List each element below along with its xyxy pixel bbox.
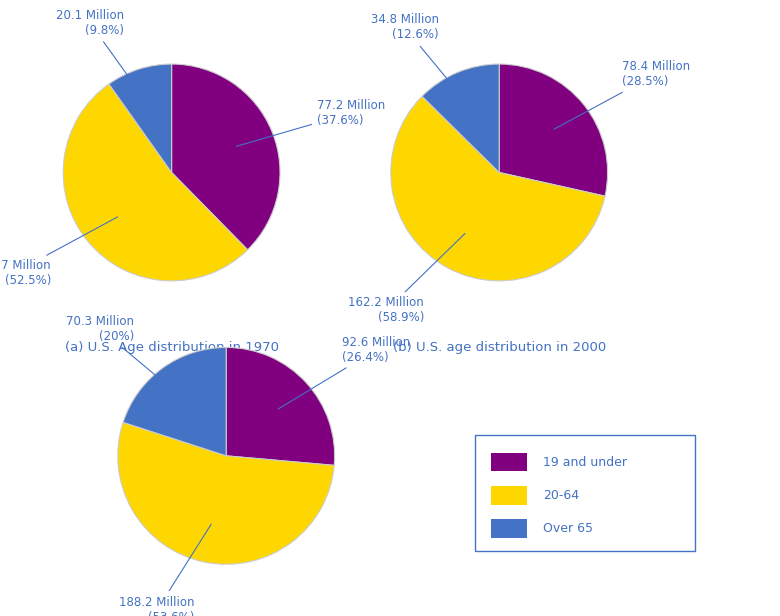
Wedge shape bbox=[118, 423, 334, 564]
Bar bbox=[491, 486, 526, 505]
Wedge shape bbox=[226, 347, 335, 465]
Wedge shape bbox=[422, 64, 499, 172]
Wedge shape bbox=[172, 64, 280, 250]
Text: 188.2 Million
(53.6%): 188.2 Million (53.6%) bbox=[119, 524, 211, 616]
Text: 92.6 Million
(26.4%): 92.6 Million (26.4%) bbox=[278, 336, 410, 409]
Text: 162.2 Million
(58.9%): 162.2 Million (58.9%) bbox=[348, 233, 465, 325]
Bar bbox=[491, 519, 526, 538]
Text: 19 and under: 19 and under bbox=[543, 455, 627, 469]
Text: 77.2 Million
(37.6%): 77.2 Million (37.6%) bbox=[236, 99, 385, 146]
Text: 20-64: 20-64 bbox=[543, 488, 579, 502]
Text: 78.4 Million
(28.5%): 78.4 Million (28.5%) bbox=[554, 60, 690, 129]
Wedge shape bbox=[123, 347, 226, 456]
Text: 20.1 Million
(9.8%): 20.1 Million (9.8%) bbox=[56, 9, 150, 106]
FancyBboxPatch shape bbox=[475, 435, 695, 551]
Wedge shape bbox=[499, 64, 608, 196]
Text: 70.3 Million
(20%): 70.3 Million (20%) bbox=[66, 315, 185, 400]
Wedge shape bbox=[109, 64, 172, 172]
Text: Over 65: Over 65 bbox=[543, 522, 593, 535]
Text: 107.7 Million
(52.5%): 107.7 Million (52.5%) bbox=[0, 217, 118, 287]
Text: (b) U.S. age distribution in 2000: (b) U.S. age distribution in 2000 bbox=[392, 341, 606, 354]
Wedge shape bbox=[391, 96, 605, 281]
Bar bbox=[491, 453, 526, 471]
Text: 34.8 Million
(12.6%): 34.8 Million (12.6%) bbox=[370, 14, 472, 108]
Wedge shape bbox=[63, 84, 247, 281]
Text: (a) U.S. Age distribution in 1970: (a) U.S. Age distribution in 1970 bbox=[65, 341, 278, 354]
